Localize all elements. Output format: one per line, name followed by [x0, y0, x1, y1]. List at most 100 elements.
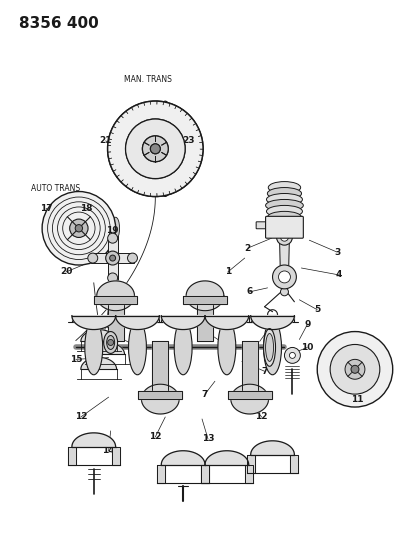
Circle shape	[150, 144, 160, 154]
Circle shape	[88, 253, 97, 263]
Text: 13: 13	[201, 434, 214, 443]
Ellipse shape	[174, 320, 192, 375]
Text: 17: 17	[40, 204, 52, 213]
Ellipse shape	[265, 334, 273, 361]
Polygon shape	[81, 329, 116, 342]
Text: 8: 8	[266, 323, 272, 332]
Polygon shape	[161, 316, 204, 329]
Text: 8356 400: 8356 400	[19, 16, 99, 31]
Circle shape	[125, 119, 185, 179]
Text: 3: 3	[333, 248, 339, 256]
Text: AUTO TRANS: AUTO TRANS	[31, 184, 81, 193]
Circle shape	[284, 348, 300, 364]
Polygon shape	[250, 316, 294, 329]
Circle shape	[127, 253, 137, 263]
Polygon shape	[200, 465, 209, 482]
Ellipse shape	[85, 320, 102, 375]
Text: MAN. TRANS: MAN. TRANS	[124, 75, 172, 84]
Ellipse shape	[265, 199, 303, 212]
Text: 21: 21	[99, 136, 112, 146]
Ellipse shape	[266, 193, 302, 205]
Text: 10: 10	[300, 343, 313, 352]
Text: 15: 15	[70, 355, 82, 364]
Polygon shape	[72, 316, 115, 329]
Text: 12: 12	[74, 413, 87, 422]
Ellipse shape	[263, 320, 281, 375]
Polygon shape	[68, 447, 76, 465]
Circle shape	[42, 191, 115, 265]
Circle shape	[350, 365, 358, 373]
Text: 7: 7	[261, 367, 267, 376]
Text: 7: 7	[105, 327, 112, 336]
Circle shape	[109, 255, 115, 261]
Polygon shape	[204, 451, 248, 465]
Ellipse shape	[111, 217, 119, 239]
Polygon shape	[183, 296, 226, 304]
Polygon shape	[290, 455, 298, 473]
Polygon shape	[204, 316, 248, 329]
FancyBboxPatch shape	[265, 216, 303, 238]
Polygon shape	[115, 316, 159, 329]
Polygon shape	[186, 281, 223, 311]
Circle shape	[108, 101, 202, 197]
Polygon shape	[97, 281, 134, 311]
Polygon shape	[152, 342, 168, 397]
Polygon shape	[241, 342, 257, 397]
Circle shape	[344, 359, 364, 379]
Circle shape	[125, 119, 185, 179]
Circle shape	[142, 136, 168, 161]
Text: 19: 19	[106, 226, 119, 235]
Circle shape	[317, 332, 392, 407]
Text: 16: 16	[99, 337, 112, 346]
Circle shape	[108, 273, 117, 283]
Polygon shape	[157, 465, 165, 482]
Circle shape	[280, 288, 288, 296]
Polygon shape	[108, 236, 117, 258]
Text: 12: 12	[255, 413, 267, 422]
Text: 7: 7	[201, 390, 208, 399]
Polygon shape	[197, 298, 212, 342]
Polygon shape	[230, 384, 268, 414]
Ellipse shape	[128, 320, 146, 375]
Polygon shape	[112, 253, 134, 263]
Ellipse shape	[267, 212, 301, 223]
Circle shape	[329, 344, 379, 394]
Text: 6: 6	[246, 287, 252, 296]
Circle shape	[150, 144, 160, 154]
Polygon shape	[111, 447, 119, 465]
Ellipse shape	[103, 332, 117, 353]
Polygon shape	[108, 258, 117, 280]
Polygon shape	[108, 298, 123, 342]
Text: 5: 5	[313, 305, 319, 314]
Circle shape	[280, 233, 288, 241]
Polygon shape	[138, 391, 182, 399]
Polygon shape	[141, 384, 179, 414]
Text: 20: 20	[60, 268, 72, 277]
Polygon shape	[227, 391, 271, 399]
Text: 14: 14	[102, 446, 115, 455]
Ellipse shape	[263, 328, 275, 366]
Polygon shape	[72, 433, 115, 447]
Text: 22: 22	[142, 123, 154, 132]
Circle shape	[272, 265, 296, 289]
Polygon shape	[279, 237, 289, 277]
Text: 9: 9	[303, 320, 310, 329]
Circle shape	[108, 340, 113, 345]
Text: 7: 7	[184, 315, 191, 324]
Circle shape	[108, 233, 117, 243]
Circle shape	[75, 224, 82, 232]
Polygon shape	[250, 441, 294, 455]
Text: 4: 4	[335, 270, 342, 279]
Circle shape	[278, 271, 290, 283]
FancyBboxPatch shape	[256, 222, 268, 229]
Text: 18: 18	[79, 204, 92, 213]
Circle shape	[289, 352, 294, 358]
Circle shape	[70, 219, 88, 237]
Polygon shape	[161, 451, 204, 465]
Circle shape	[142, 136, 168, 161]
Polygon shape	[90, 253, 112, 263]
Circle shape	[106, 251, 119, 265]
Polygon shape	[89, 343, 124, 354]
Polygon shape	[94, 296, 137, 304]
Text: 2: 2	[244, 244, 250, 253]
